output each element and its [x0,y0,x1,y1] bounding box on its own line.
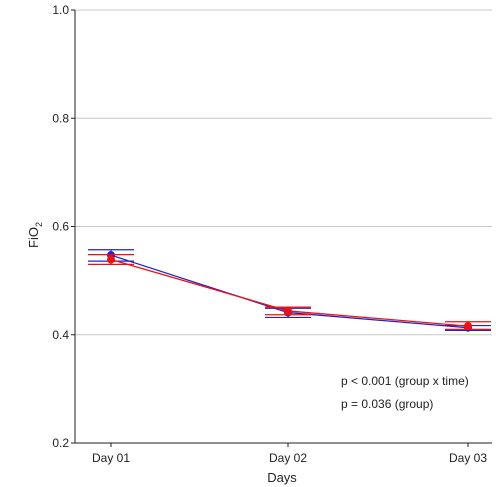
y-axis-title: FiO2 [26,222,44,248]
data-point [464,322,472,331]
x-ticks: Day 01 Day 02 Day 03 [92,443,487,465]
y-tick-label: 1.0 [52,3,69,17]
annotation-interaction-p-value: p < 0.001 (group x time) [341,374,469,388]
data-point [107,255,115,264]
y-ticks: 0.2 0.4 0.6 0.8 1.0 [52,3,75,450]
y-tick-label: 0.8 [52,111,69,125]
y-tick-label: 0.4 [52,328,69,342]
y-axis-title-main: FiO [26,227,41,248]
data-point [284,306,292,315]
x-tick-label: Day 02 [269,451,307,465]
y-tick-label: 0.6 [52,220,69,234]
x-tick-label: Day 01 [92,451,130,465]
x-axis-title: Days [267,470,297,485]
annotation-group-p-value: p = 0.036 (group) [341,397,433,411]
series [88,249,491,332]
y-axis-title-subscript: 2 [34,222,44,227]
y-tick-label: 0.2 [52,436,69,450]
series-1 [88,254,491,331]
series-0 [88,249,491,332]
x-tick-label: Day 03 [449,451,487,465]
